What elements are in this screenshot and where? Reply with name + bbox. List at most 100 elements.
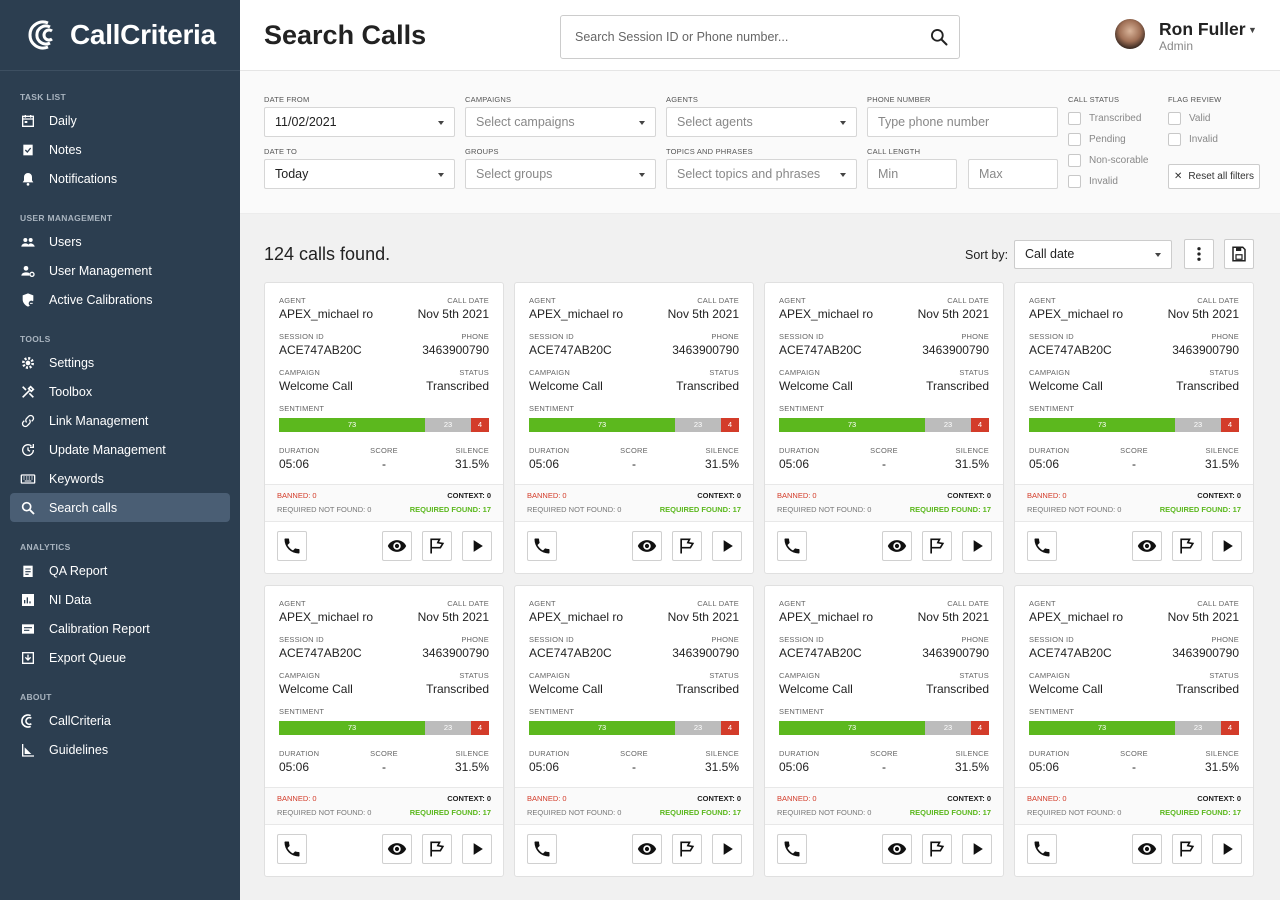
- length-max-input[interactable]: [979, 161, 1050, 187]
- checkbox[interactable]: [1068, 112, 1081, 125]
- sidebar-item-users[interactable]: Users: [0, 227, 230, 256]
- sidebar-item-callcriteria[interactable]: CallCriteria: [0, 706, 230, 735]
- view-button[interactable]: [632, 834, 662, 864]
- play-button[interactable]: [712, 834, 742, 864]
- call-status-checkbox-invalid[interactable]: Invalid: [1068, 175, 1118, 188]
- sidebar-item-active-calibrations[interactable]: Active Calibrations: [0, 285, 230, 314]
- sentiment-label: SENTIMENT: [779, 707, 825, 716]
- call-button[interactable]: [277, 834, 307, 864]
- view-button[interactable]: [882, 834, 912, 864]
- groups-select[interactable]: Select groups: [465, 159, 656, 189]
- user-menu[interactable]: Ron Fuller Admin ▼: [1115, 19, 1257, 53]
- campaigns-select[interactable]: Select campaigns: [465, 107, 656, 137]
- call-status-checkbox-pending[interactable]: Pending: [1068, 133, 1126, 146]
- avatar[interactable]: [1115, 19, 1145, 49]
- play-button[interactable]: [462, 531, 492, 561]
- sidebar-item-ni-data[interactable]: NI Data: [0, 585, 230, 614]
- checkbox[interactable]: [1068, 133, 1081, 146]
- nav-section: TASK LIST Daily Notes Notifications: [0, 92, 240, 193]
- phone-input[interactable]: [878, 109, 1040, 135]
- view-button[interactable]: [382, 531, 412, 561]
- topics-select[interactable]: Select topics and phrases: [666, 159, 857, 189]
- date-from-select[interactable]: 11/02/2021: [264, 107, 455, 137]
- flag-button[interactable]: [1172, 834, 1202, 864]
- play-button[interactable]: [712, 531, 742, 561]
- call-card[interactable]: AGENT APEX_michael ro CALL DATE Nov 5th 20…: [764, 585, 1004, 877]
- call-card[interactable]: AGENT APEX_michael ro CALL DATE Nov 5th 20…: [514, 282, 754, 574]
- sidebar-item-guidelines[interactable]: Guidelines: [0, 735, 230, 764]
- view-button[interactable]: [382, 834, 412, 864]
- flag-button[interactable]: [922, 834, 952, 864]
- flag-review-checkbox-invalid[interactable]: Invalid: [1168, 133, 1218, 146]
- flag-button[interactable]: [672, 834, 702, 864]
- agent-value: APEX_michael ro: [1029, 610, 1124, 624]
- play-button[interactable]: [1212, 834, 1242, 864]
- search-input[interactable]: [561, 16, 911, 58]
- call-button[interactable]: [777, 531, 807, 561]
- flag-icon: [680, 538, 695, 554]
- call-button[interactable]: [1027, 531, 1057, 561]
- view-button[interactable]: [632, 531, 662, 561]
- export-button[interactable]: [1224, 239, 1254, 269]
- sidebar-item-qa-report[interactable]: QA Report: [0, 556, 230, 585]
- call-status-checkbox-non-scorable[interactable]: Non-scorable: [1068, 154, 1148, 167]
- sidebar-item-user-management[interactable]: User Management: [0, 256, 230, 285]
- sidebar-item-link-management[interactable]: Link Management: [0, 406, 230, 435]
- sidebar-item-export-queue[interactable]: Export Queue: [0, 643, 230, 672]
- view-button[interactable]: [1132, 834, 1162, 864]
- flag-review-checkbox-valid[interactable]: Valid: [1168, 112, 1211, 125]
- sidebar-item-update-management[interactable]: Update Management: [0, 435, 230, 464]
- flag-icon: [930, 841, 945, 857]
- play-button[interactable]: [962, 531, 992, 561]
- call-card[interactable]: AGENT APEX_michael ro CALL DATE Nov 5th 20…: [264, 282, 504, 574]
- agents-select[interactable]: Select agents: [666, 107, 857, 137]
- search-icon[interactable]: [929, 27, 949, 47]
- flag-button[interactable]: [422, 834, 452, 864]
- checkbox[interactable]: [1168, 133, 1181, 146]
- view-button[interactable]: [1132, 531, 1162, 561]
- sidebar-item-notes[interactable]: Notes: [0, 135, 230, 164]
- flag-button[interactable]: [922, 531, 952, 561]
- sort-select[interactable]: Call date: [1014, 240, 1172, 269]
- flag-button[interactable]: [672, 531, 702, 561]
- call-status-checkbox-transcribed[interactable]: Transcribed: [1068, 112, 1141, 125]
- checkbox[interactable]: [1168, 112, 1181, 125]
- call-button[interactable]: [1027, 834, 1057, 864]
- call-button[interactable]: [527, 531, 557, 561]
- keyboard-icon: [20, 471, 36, 487]
- filters-panel: DATE FROM 11/02/2021 DATE TO Today CAMPA…: [240, 71, 1280, 214]
- reset-filters-button[interactable]: ✕ Reset all filters: [1168, 164, 1260, 189]
- call-card[interactable]: AGENT APEX_michael ro CALL DATE Nov 5th 20…: [264, 585, 504, 877]
- flag-button[interactable]: [1172, 531, 1202, 561]
- sidebar-item-daily[interactable]: Daily: [0, 106, 230, 135]
- checkbox[interactable]: [1068, 175, 1081, 188]
- sidebar-item-toolbox[interactable]: Toolbox: [0, 377, 230, 406]
- length-min-input[interactable]: [878, 161, 949, 187]
- call-button[interactable]: [527, 834, 557, 864]
- logo[interactable]: CallCriteria: [0, 0, 240, 71]
- call-button[interactable]: [277, 531, 307, 561]
- agent-label: AGENT: [529, 296, 556, 305]
- sidebar-item-calibration-report[interactable]: Calibration Report: [0, 614, 230, 643]
- play-button[interactable]: [462, 834, 492, 864]
- call-card[interactable]: AGENT APEX_michael ro CALL DATE Nov 5th 20…: [514, 585, 754, 877]
- call-card[interactable]: AGENT APEX_michael ro CALL DATE Nov 5th 20…: [764, 282, 1004, 574]
- call-button[interactable]: [777, 834, 807, 864]
- view-button[interactable]: [882, 531, 912, 561]
- sidebar-item-keywords[interactable]: Keywords: [0, 464, 230, 493]
- play-button[interactable]: [1212, 531, 1242, 561]
- caret-down-icon[interactable]: ▼: [1248, 25, 1257, 35]
- date-to-select[interactable]: Today: [264, 159, 455, 189]
- length-max-field: [968, 159, 1058, 189]
- sentiment-neutral-segment: 23: [925, 721, 971, 735]
- flag-button[interactable]: [422, 531, 452, 561]
- call-card[interactable]: AGENT APEX_michael ro CALL DATE Nov 5th 20…: [1014, 585, 1254, 877]
- call-card[interactable]: AGENT APEX_michael ro CALL DATE Nov 5th 20…: [1014, 282, 1254, 574]
- sidebar-item-settings[interactable]: Settings: [0, 348, 230, 377]
- sidebar-item-search-calls[interactable]: Search calls: [10, 493, 230, 522]
- phone-value: 3463900790: [672, 343, 739, 357]
- play-button[interactable]: [962, 834, 992, 864]
- sidebar-item-notifications[interactable]: Notifications: [0, 164, 230, 193]
- more-options-button[interactable]: [1184, 239, 1214, 269]
- checkbox[interactable]: [1068, 154, 1081, 167]
